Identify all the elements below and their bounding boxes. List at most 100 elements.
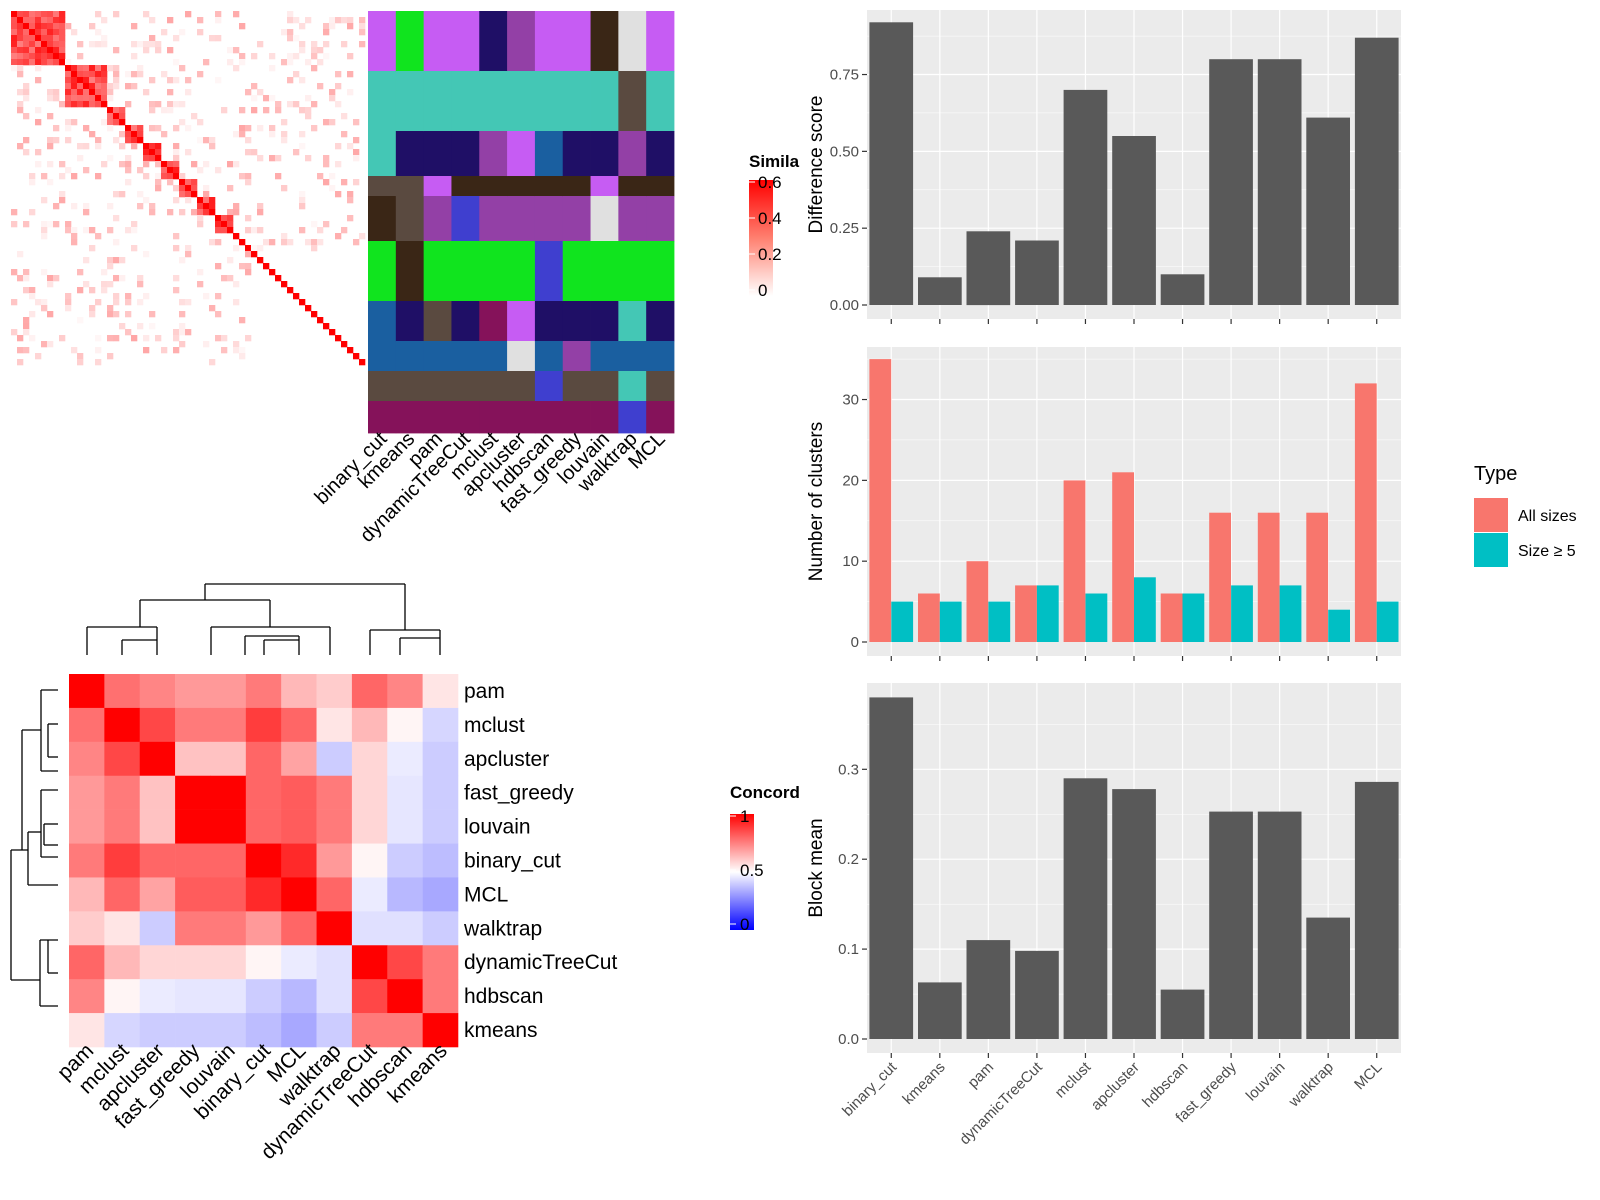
similarity-cell: [329, 95, 336, 102]
assignment-cell: [590, 341, 619, 372]
similarity-cell: [89, 65, 96, 72]
similarity-cell: [101, 83, 108, 90]
similarity-cell: [119, 119, 126, 126]
similarity-cell: [209, 239, 216, 246]
similarity-heatmap-cells: [11, 11, 366, 366]
similarity-cell: [143, 173, 150, 180]
concordance-cell: [316, 945, 353, 980]
similarity-cell: [317, 239, 324, 246]
similarity-cell: [149, 107, 156, 114]
similarity-cell: [35, 47, 42, 54]
similarity-cell: [107, 311, 114, 318]
y-tick-label: 0.25: [830, 220, 859, 237]
similarity-cell: [353, 239, 360, 246]
concordance-cell: [387, 809, 423, 844]
similarity-cell: [329, 185, 336, 192]
similarity-cell: [35, 11, 42, 18]
similarity-cell: [11, 41, 18, 48]
similarity-cell: [209, 137, 216, 144]
similarity-cell: [47, 143, 54, 150]
similarity-cell: [65, 221, 72, 228]
concordance-cell: [281, 707, 317, 743]
similarity-cell: [233, 209, 240, 216]
similarity-cell: [107, 95, 114, 102]
similarity-cell: [245, 149, 252, 156]
similarity-cell: [227, 59, 234, 66]
concordance-cell: [316, 741, 353, 777]
similarity-cell: [179, 173, 186, 180]
similarity-cell: [221, 215, 228, 222]
similarity-cell: [113, 11, 120, 18]
bar: [1209, 59, 1253, 306]
concordance-cell: [69, 809, 105, 844]
similarity-cell: [65, 83, 72, 90]
similarity-cell: [215, 35, 222, 42]
concordance-column-labels: pammclustapclusterfast_greedylouvainbina…: [53, 1039, 452, 1164]
concordance-row-label: kmeans: [464, 1019, 538, 1042]
similarity-cell: [293, 149, 300, 156]
similarity-cell: [185, 251, 192, 258]
similarity-cell: [95, 11, 102, 18]
similarity-cell: [281, 239, 288, 246]
bar: [1354, 781, 1399, 1039]
similarity-cell: [197, 281, 204, 288]
similarity-cell: [35, 53, 42, 60]
similarity-cell: [227, 257, 234, 264]
similarity-cell: [161, 131, 168, 138]
similarity-cell: [95, 65, 102, 72]
assignment-cell: [395, 131, 425, 177]
similarity-cell: [209, 203, 216, 210]
x-tick-label: MCL: [1351, 1059, 1385, 1093]
similarity-cell: [281, 233, 288, 240]
similarity-cell: [77, 83, 84, 90]
similarity-cell: [113, 107, 120, 114]
similarity-cell: [155, 101, 162, 108]
similarity-cell: [215, 293, 222, 300]
similarity-cell: [41, 299, 48, 306]
similarity-cell: [179, 341, 186, 348]
similarity-cell: [65, 293, 72, 300]
similarity-cell: [233, 281, 240, 288]
y-tick-label: 0.75: [830, 67, 859, 84]
similarity-cell: [59, 23, 66, 30]
similarity-cell: [311, 41, 318, 48]
similarity-cell: [167, 161, 174, 168]
bar-size-ge5: [1376, 601, 1399, 642]
concordance-cell: [351, 843, 388, 878]
similarity-cell: [227, 185, 234, 192]
bar-size-ge5: [1231, 585, 1253, 642]
assignment-cell: [507, 371, 536, 402]
similarity-cell: [47, 95, 54, 102]
similarity-cell: [131, 131, 138, 138]
assignment-cell: [646, 371, 675, 402]
similarity-cell: [239, 353, 246, 360]
similarity-cell: [359, 41, 366, 48]
similarity-cell: [53, 11, 60, 18]
assignment-cell: [368, 11, 397, 72]
y-tick-label: 0.50: [830, 143, 859, 160]
assignment-cell: [534, 71, 564, 132]
similarity-cell: [149, 311, 156, 318]
similarity-cell: [107, 83, 114, 90]
concordance-cell: [351, 707, 388, 743]
similarity-cell: [17, 107, 24, 114]
assignment-cell: [479, 341, 508, 372]
similarity-cell: [23, 47, 30, 54]
similarity-cell: [95, 143, 102, 150]
similarity-cell: [251, 107, 258, 114]
bar-size-ge5: [988, 601, 1011, 642]
similarity-cell: [335, 17, 342, 24]
similarity-cell: [83, 143, 90, 150]
similarity-cell: [41, 29, 48, 36]
similarity-cell: [197, 203, 204, 210]
assignment-cell: [423, 176, 452, 197]
similarity-cell: [53, 95, 60, 102]
similarity-cell: [83, 95, 90, 102]
assignment-cell: [368, 241, 397, 302]
similarity-cell: [83, 203, 90, 210]
concordance-cell: [210, 945, 247, 980]
similarity-cell: [131, 71, 138, 78]
y-tick-label: 0.1: [838, 941, 859, 958]
similarity-cell: [101, 119, 108, 126]
similarity-cell: [221, 347, 228, 354]
